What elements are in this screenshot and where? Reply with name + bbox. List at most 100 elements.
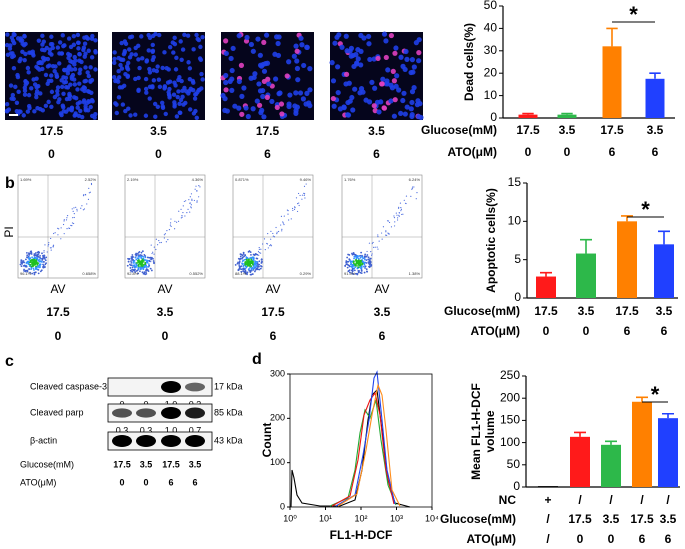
cell [143, 113, 149, 118]
cell [229, 87, 235, 94]
event [249, 260, 252, 263]
cell [76, 46, 81, 51]
event [347, 270, 350, 272]
event [42, 263, 44, 266]
event [163, 237, 165, 239]
event [30, 265, 33, 268]
event [31, 272, 34, 275]
event [126, 264, 129, 267]
event [73, 222, 75, 225]
cell [82, 85, 88, 91]
event [413, 186, 415, 188]
event [144, 256, 147, 259]
event [147, 265, 149, 268]
cell [18, 36, 23, 41]
significance-mark: * [651, 382, 660, 407]
event [387, 220, 390, 222]
cell [76, 40, 81, 45]
event [377, 248, 379, 250]
cell [155, 104, 161, 110]
cell [379, 81, 385, 87]
cell [123, 41, 129, 47]
event [261, 260, 263, 263]
error-bar [540, 271, 552, 277]
event [356, 255, 359, 258]
y-axis-label: volume [483, 410, 497, 452]
cell [383, 38, 389, 44]
event [297, 192, 300, 195]
event [252, 253, 255, 256]
event [368, 242, 371, 244]
cell [173, 67, 179, 72]
error-bar [606, 27, 618, 47]
event [137, 265, 140, 267]
event [270, 244, 272, 246]
event [242, 256, 244, 259]
event [348, 265, 351, 268]
event [283, 215, 285, 217]
cell [122, 50, 127, 55]
event [351, 272, 353, 274]
cell [63, 84, 69, 90]
cell [367, 56, 373, 63]
cell [236, 33, 242, 39]
y-tick-label: 200 [270, 413, 285, 423]
bar [536, 276, 556, 298]
category-label: / [609, 493, 613, 507]
cell [194, 32, 199, 38]
event [404, 202, 407, 204]
x-tick-label: 10¹ [319, 513, 332, 523]
event [72, 217, 74, 219]
event [294, 206, 296, 208]
event [156, 244, 159, 246]
event [260, 262, 263, 264]
event [244, 271, 246, 274]
event [395, 212, 397, 214]
cell [147, 66, 152, 72]
event [273, 236, 276, 238]
bar [601, 444, 621, 487]
event [180, 208, 182, 210]
event [352, 253, 355, 256]
category-label: 3.5 [559, 123, 576, 137]
cell [10, 38, 16, 43]
event [258, 265, 260, 268]
category-label: 0 [543, 324, 550, 338]
cell [178, 39, 183, 44]
cell [57, 40, 63, 45]
event [396, 219, 399, 221]
event [368, 265, 370, 268]
cell [81, 100, 87, 105]
significance-mark: * [641, 197, 650, 222]
event [90, 182, 93, 185]
row-label: ATO(μM) [20, 477, 56, 487]
cell [112, 60, 117, 66]
cell [409, 113, 415, 120]
event [153, 262, 155, 265]
event [133, 264, 136, 267]
cell [156, 77, 162, 82]
cell [259, 107, 265, 113]
cell [77, 51, 82, 57]
cell [172, 104, 177, 109]
event [366, 254, 369, 256]
event [182, 205, 184, 207]
event [292, 209, 294, 212]
event [31, 256, 34, 259]
cell [300, 96, 306, 102]
event [254, 269, 257, 271]
cell [223, 72, 229, 79]
cell [404, 56, 410, 62]
event [377, 234, 379, 236]
cell [153, 114, 158, 119]
plot-ato: 6 [379, 329, 386, 343]
event [88, 192, 90, 194]
event [43, 249, 45, 252]
image-ato: 0 [155, 147, 162, 161]
event [188, 199, 190, 201]
event [276, 231, 278, 233]
cell [343, 81, 349, 87]
cell [43, 72, 49, 78]
event [245, 258, 248, 261]
event [191, 199, 193, 201]
